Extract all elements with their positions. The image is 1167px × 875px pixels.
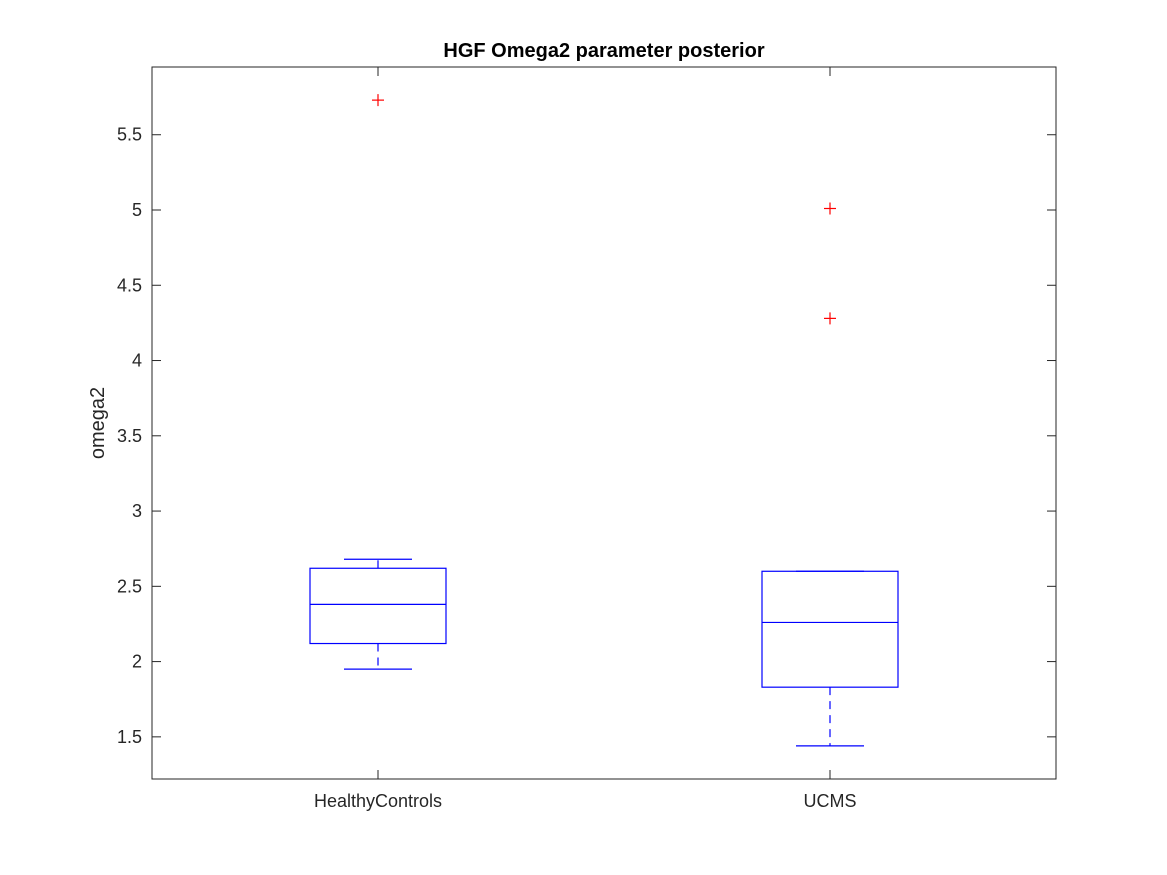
y-tick-label: 5 [132,200,142,220]
y-tick-label: 2 [132,652,142,672]
x-tick-label: HealthyControls [314,791,442,811]
plot-area [151,66,1057,780]
y-tick-label: 3 [132,501,142,521]
y-tick-label: 5.5 [117,125,142,145]
chart-title: HGF Omega2 parameter posterior [443,40,764,62]
outlier-marker [372,94,384,107]
y-axis-label: omega2 [87,387,109,459]
x-axis: HealthyControls UCMS [314,67,857,811]
y-tick-label: 4.5 [117,275,142,295]
y-tick-label: 4 [132,351,142,371]
outlier-marker [824,312,836,325]
x-tick-label: UCMS [804,791,857,811]
y-tick-label: 3.5 [117,426,142,446]
y-axis: 1.5 2 2.5 3 3.5 4 4.5 5 5.5 [117,125,1056,747]
boxes [309,94,899,747]
y-tick-label: 1.5 [117,727,142,747]
outlier-marker [824,202,836,215]
y-tick-label: 2.5 [117,576,142,596]
